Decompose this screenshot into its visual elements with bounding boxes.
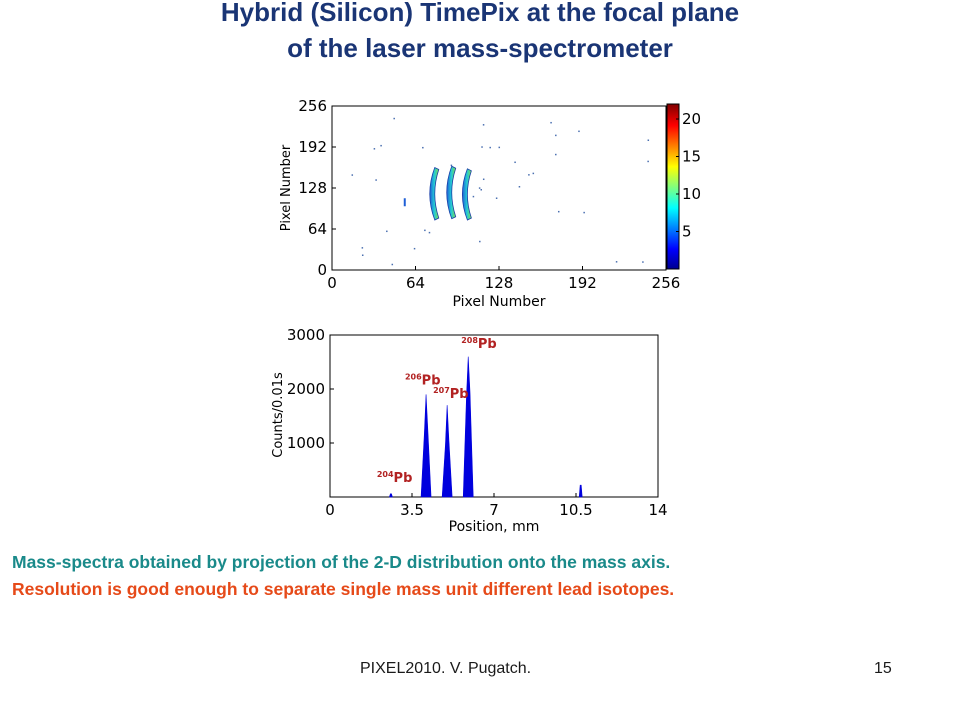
noise-hit: [555, 134, 557, 137]
y-tick-label: 64: [308, 220, 327, 238]
isotope-label: 206Pb: [405, 373, 441, 389]
noise-hit: [424, 229, 426, 232]
noise-hit: [478, 187, 481, 189]
noise-hit: [479, 240, 481, 243]
isotope-label: 208Pb: [461, 336, 497, 352]
colorbar-tick-label: 20: [682, 110, 701, 128]
isotope-arc: [461, 168, 472, 221]
isotope-arc: [446, 165, 457, 220]
colorbar-tick-label: 10: [682, 185, 701, 203]
x-tick-label: 256: [652, 274, 681, 292]
colorbar-tick-label: 15: [682, 148, 701, 166]
pixel-map-chart: 0 64 128 192 256 0 64 128 192 256 Pixel Number P…: [279, 97, 701, 310]
noise-hit: [386, 230, 388, 233]
x-axis-ticks: 0 64 128 192 256: [327, 266, 680, 292]
isotope-label: 204Pb: [377, 470, 413, 486]
colorbar-tick-label: 5: [682, 223, 692, 241]
pixel-map-plot-area: [331, 105, 667, 271]
noise-hit: [528, 174, 530, 176]
caption-line1: Mass-spectra obtained by projection of t…: [12, 552, 671, 572]
spectrum-peak: [462, 356, 474, 498]
x-axis-ticks: 0 3.5 7 10.5 14: [325, 493, 668, 519]
y-tick-label: 256: [298, 97, 327, 115]
noise-hit: [351, 174, 354, 176]
y-axis-label: Pixel Number: [279, 144, 294, 231]
noise-hit: [514, 161, 516, 164]
caption-line2: Resolution is good enough to separate si…: [12, 579, 675, 599]
noise-hit: [647, 139, 650, 142]
noise-hit: [532, 172, 535, 175]
y-tick-label: 192: [298, 138, 327, 156]
y-axis-ticks: 1000 2000 3000: [287, 326, 334, 452]
y-tick-label: 0: [317, 261, 327, 279]
x-tick-label: 64: [406, 274, 425, 292]
noise-hit: [361, 254, 364, 256]
noise-hit: [482, 124, 485, 126]
y-tick-label: 2000: [287, 380, 325, 398]
noise-hit: [361, 247, 364, 249]
mass-spectrum-chart: 0 3.5 7 10.5 14 1000 2000 3000 204Pb 206Pb207Pb…: [271, 326, 668, 535]
spectrum-peak: [578, 484, 583, 498]
footer-author: PIXEL2010. V. Pugatch.: [360, 660, 532, 677]
noise-hit: [422, 146, 424, 149]
y-tick-label: 128: [298, 179, 327, 197]
noise-hit: [450, 164, 453, 167]
noise-hit: [391, 263, 394, 266]
isotope-arc: [429, 166, 440, 221]
page-number: 15: [874, 660, 892, 677]
slide-title-line1: Hybrid (Silicon) TimePix at the focal pl…: [220, 0, 740, 27]
x-tick-label: 128: [485, 274, 514, 292]
noise-hit: [647, 160, 649, 163]
noise-hit: [380, 144, 382, 147]
noise-hit: [578, 130, 580, 133]
noise-hit: [557, 210, 560, 213]
y-tick-label: 3000: [287, 326, 325, 344]
x-tick-label: 3.5: [400, 501, 424, 519]
colorbar-ticks: 5 10 15 20: [676, 110, 701, 241]
noise-hit: [472, 195, 475, 198]
x-axis-label: Pixel Number: [452, 294, 545, 310]
noise-hit: [482, 178, 485, 181]
noise-hit: [393, 117, 395, 120]
noise-hit: [642, 261, 644, 263]
spectrum-peak: [389, 493, 393, 498]
isotope-arcs: [403, 165, 472, 221]
isolated-hit: [403, 198, 406, 207]
x-tick-label: 0: [325, 501, 335, 519]
spectrum-peak: [441, 405, 453, 498]
noise-hit: [615, 261, 618, 263]
noise-hit: [413, 247, 416, 250]
noise-hits: [351, 117, 650, 266]
noise-hit: [489, 146, 491, 149]
x-axis-label: Position, mm: [449, 519, 540, 535]
noise-hit: [428, 231, 431, 234]
slide-title-line2: of the laser mass-spectrometer: [287, 33, 673, 63]
noise-hit: [375, 179, 377, 181]
noise-hit: [481, 146, 483, 148]
x-tick-label: 7: [489, 501, 499, 519]
y-axis-ticks: 0 64 128 192 256: [298, 97, 336, 279]
noise-hit: [498, 146, 501, 149]
isotope-label: 207Pb: [433, 386, 469, 402]
noise-hit: [518, 186, 521, 188]
spectrum-peaks: [389, 356, 583, 498]
noise-hit: [495, 197, 498, 199]
noise-hit: [373, 148, 376, 150]
y-axis-label: Counts/0.01s: [271, 372, 286, 458]
noise-hit: [550, 121, 552, 124]
y-tick-label: 1000: [287, 434, 325, 452]
x-tick-label: 192: [568, 274, 597, 292]
x-tick-label: 0: [327, 274, 337, 292]
noise-hit: [480, 188, 482, 191]
spectrum-plot-area: [329, 334, 659, 498]
x-tick-label: 10.5: [559, 501, 592, 519]
noise-hit: [583, 211, 585, 214]
x-tick-label: 14: [648, 501, 667, 519]
noise-hit: [555, 153, 557, 156]
spectrum-peak: [420, 394, 432, 498]
colorbar: [666, 103, 680, 270]
